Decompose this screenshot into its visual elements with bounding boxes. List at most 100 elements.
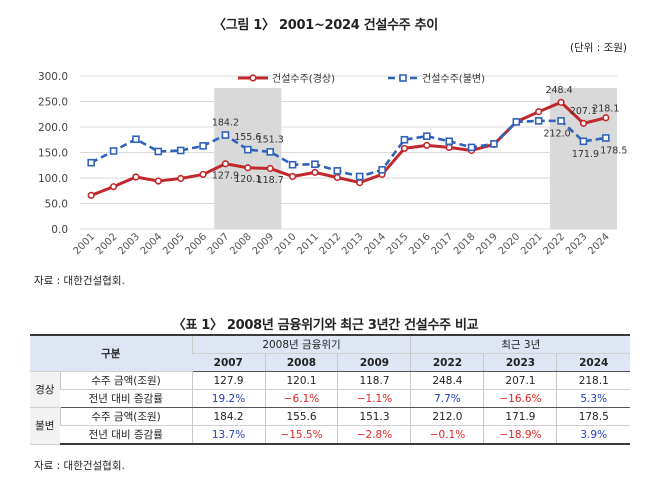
table-cell: 248.4 [410, 371, 484, 390]
table-cell-rate: −15.5% [264, 425, 338, 445]
table-cell-rate: −2.8% [337, 425, 411, 445]
header-group-recent-3-years: 최근 3년 [410, 334, 630, 354]
data-point [467, 143, 476, 152]
series-line [90, 119, 607, 178]
table-cell-rate: −0.1% [410, 425, 484, 445]
table-cell-rate: −16.6% [483, 389, 557, 408]
data-point [378, 166, 386, 174]
y-tick-label: 50.0 [45, 199, 68, 211]
data-point [333, 167, 342, 175]
data-point [221, 160, 230, 168]
data-point [557, 98, 565, 106]
x-tick-label: 2020 [497, 231, 523, 257]
data-point [311, 168, 319, 176]
x-tick-label: 2008 [228, 231, 254, 257]
header-year: 2024 [556, 353, 630, 372]
y-tick-label: 250.0 [38, 97, 68, 109]
data-point [445, 137, 453, 146]
unit-label: (단위 : 조원) [569, 42, 627, 54]
x-tick-label: 2024 [586, 231, 612, 257]
table-cell-rate: −6.1% [264, 389, 338, 408]
x-tick-label: 2021 [519, 231, 545, 257]
data-point [177, 174, 185, 183]
x-tick-label: 2004 [139, 231, 165, 257]
x-tick-label: 2012 [318, 231, 344, 257]
x-tick-label: 2016 [407, 231, 433, 257]
x-tick-label: 2018 [452, 231, 478, 257]
legend-label: 건설수주(불변) [422, 73, 485, 85]
data-point [355, 172, 364, 181]
header-year: 2007 [192, 353, 265, 372]
row-label: 수주 금액(조원) [59, 371, 193, 390]
data-label: 171.9 [572, 149, 599, 160]
header-year: 2009 [337, 353, 411, 372]
data-label: 120.1 [234, 174, 261, 185]
data-point [602, 114, 610, 122]
comparison-table: 구분 2008년 금융위기 최근 3년 2007 2008 2009 2022 … [30, 334, 630, 445]
table-cell: 127.9 [191, 371, 265, 390]
table-cell-rate: 19.2% [191, 389, 265, 408]
data-point [221, 131, 230, 139]
data-point [602, 134, 610, 142]
chart-source-note: 자료 : 대한건설협회. [34, 275, 125, 287]
data-point [400, 144, 409, 153]
x-tick-label: 2006 [183, 231, 209, 257]
data-point [311, 160, 319, 169]
header-year: 2023 [483, 353, 557, 372]
row-group-nominal: 경상 [30, 371, 60, 408]
data-point [154, 147, 163, 156]
data-point [244, 164, 252, 172]
x-tick-label: 2009 [251, 231, 277, 257]
data-point [199, 170, 207, 179]
data-point [445, 143, 453, 151]
x-tick-label: 2001 [72, 231, 98, 257]
table-cell-rate: 5.3% [556, 389, 630, 408]
y-tick-label: 200.0 [38, 122, 68, 134]
data-point [87, 191, 95, 199]
data-point [132, 135, 140, 144]
data-label: 184.2 [212, 118, 239, 129]
table-title: 〈표 1〉 2008년 금융위기와 최근 3년간 건설수주 비교 [172, 318, 479, 333]
table-source-note: 자료 : 대한건설협회. [34, 460, 125, 472]
table-cell: 207.1 [483, 371, 557, 390]
y-tick-label: 100.0 [38, 173, 68, 185]
series-line [90, 100, 607, 197]
data-point [154, 177, 162, 185]
data-label: 127.9 [212, 170, 239, 181]
row-label: 전년 대비 증감률 [60, 389, 193, 408]
table-cell-rate: 13.7% [191, 425, 265, 445]
construction-orders-line-chart: 0.0 50.0 100.0 150.0 200.0 250.0 300.0 20012002… [38, 71, 627, 257]
table-cell: 212.0 [410, 407, 484, 426]
data-label: 212.0 [543, 128, 570, 139]
data-point [288, 160, 297, 169]
data-point [109, 183, 118, 191]
data-label: 218.1 [592, 103, 619, 114]
data-point [557, 117, 565, 125]
table-cell: 118.7 [337, 371, 411, 390]
data-point [87, 158, 95, 167]
data-point [244, 145, 252, 154]
data-point [400, 135, 409, 144]
table-cell-rate: −1.1% [337, 389, 411, 408]
data-point [199, 142, 207, 150]
x-tick-label: 2015 [385, 231, 411, 257]
table-cell: 120.1 [264, 371, 338, 390]
data-point [512, 118, 521, 126]
x-tick-label: 2005 [161, 231, 187, 257]
table-cell: 171.9 [483, 407, 557, 426]
table-cell-rate: −18.9% [483, 425, 557, 445]
highlight-band [549, 88, 617, 229]
table-cell: 151.3 [337, 407, 411, 426]
data-point [266, 148, 274, 156]
x-tick-label: 2014 [362, 231, 388, 257]
data-point [176, 146, 185, 155]
highlight-band [214, 88, 282, 229]
row-group-constant: 불변 [30, 407, 60, 445]
table-cell: 184.2 [191, 407, 265, 426]
data-point [132, 173, 140, 181]
data-point [266, 164, 274, 173]
data-point [579, 119, 588, 127]
x-tick-label: 2007 [206, 231, 232, 257]
x-tick-label: 2002 [94, 231, 120, 257]
x-tick-label: 2023 [564, 231, 590, 257]
